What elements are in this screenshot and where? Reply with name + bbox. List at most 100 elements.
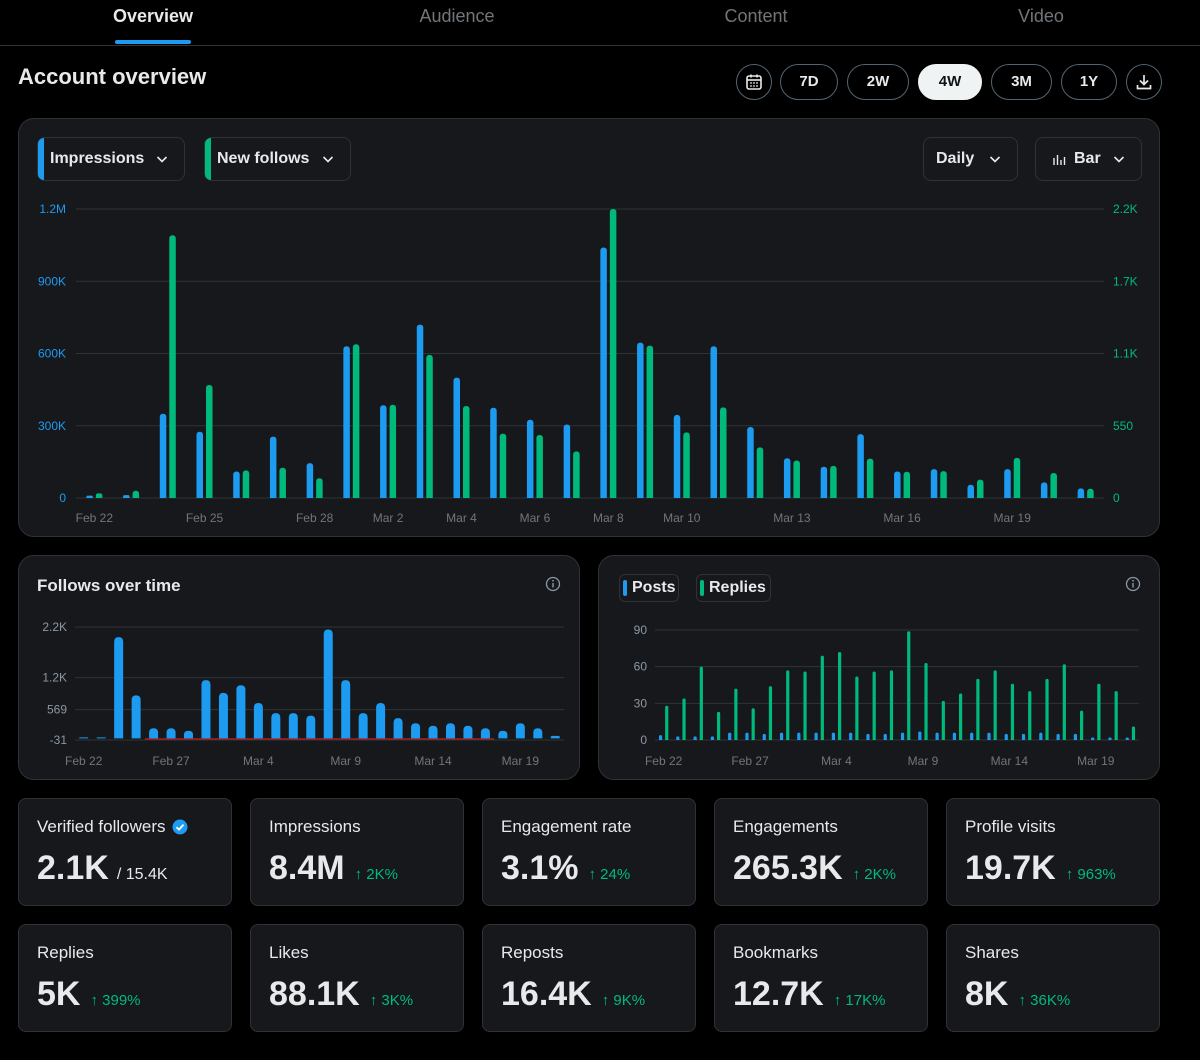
impressions-follows-chart: 0 300K 600K 900K 1.2M 0 550 1.1K 1.7K 2.2K Feb 22 F… (38, 202, 1138, 525)
interval-label: Daily (936, 150, 975, 167)
impressions-bar (453, 377, 460, 498)
chart-type-dropdown[interactable]: Bar (1035, 137, 1142, 181)
x-tick-label: Mar 19 (502, 754, 540, 768)
interval-dropdown[interactable]: Daily (923, 137, 1018, 181)
posts-bar (762, 733, 766, 740)
replies-bar (665, 705, 669, 740)
impressions-bar (1077, 488, 1085, 498)
follows-bar (184, 730, 194, 739)
follows-bar (201, 680, 211, 739)
metric-card-label: Verified followers (37, 817, 188, 837)
metric-card[interactable]: Shares 8K ↑ 36K% (946, 924, 1160, 1032)
metric-card[interactable]: Bookmarks 12.7K ↑ 17K% (714, 924, 928, 1032)
y-tick-label: 569 (47, 703, 67, 717)
tab-content[interactable]: Content (724, 6, 788, 26)
tab-audience[interactable]: Audience (419, 6, 495, 26)
posts-bar (728, 732, 732, 740)
x-tick-label: Mar 4 (243, 754, 274, 768)
metric-card-label: Profile visits (965, 817, 1056, 837)
impressions-bar (857, 434, 864, 498)
tab-video[interactable]: Video (1018, 6, 1064, 26)
calendar-button[interactable] (736, 64, 772, 100)
metric-card[interactable]: Profile visits 19.7K ↑ 963% (946, 798, 1160, 906)
metric-b-dropdown[interactable]: New follows (204, 137, 351, 181)
metric-card-value: 2.1K / 15.4K (37, 849, 168, 888)
posts-bar (814, 732, 818, 740)
follows-bar (389, 404, 397, 498)
x-tick-label: Mar 6 (520, 511, 551, 525)
metric-card-label-text: Replies (37, 943, 94, 962)
posts-bar (1125, 737, 1129, 740)
x-tick-label: Mar 10 (663, 511, 701, 525)
follows-bar (316, 478, 323, 498)
metric-card-value: 16.4K ↑ 9K% (501, 975, 645, 1014)
impressions-bar (380, 405, 387, 498)
posts-replies-chart: 0 30 60 90 Feb 22 Feb 27 Mar 4 Mar 9 Mar 14 Mar 1… (634, 623, 1139, 768)
metric-card[interactable]: Engagement rate 3.1% ↑ 24% (482, 798, 696, 906)
range-3m-button[interactable]: 3M (991, 64, 1052, 100)
impressions-bar (159, 413, 167, 498)
download-button[interactable] (1126, 64, 1162, 100)
follows-bar (1013, 457, 1021, 498)
posts-bar (1073, 733, 1077, 740)
y-right-tick-label: 550 (1113, 419, 1133, 433)
info-icon[interactable] (545, 576, 561, 592)
legend-replies[interactable]: Replies (696, 574, 771, 602)
follows-bar (271, 713, 281, 739)
follows-bar (306, 715, 316, 739)
metric-card-value: 19.7K ↑ 963% (965, 849, 1116, 888)
legend-posts[interactable]: Posts (619, 574, 679, 602)
range-4w-button[interactable]: 4W (918, 64, 982, 100)
replies-bar (682, 698, 686, 740)
metric-card-value-text: 8.4M (269, 849, 345, 887)
chevron-down-icon (322, 156, 334, 163)
metric-card[interactable]: Reposts 16.4K ↑ 9K% (482, 924, 696, 1032)
metric-card-change: ↑ 399% (90, 992, 141, 1009)
metric-card-label-text: Likes (269, 943, 309, 962)
metric-card-value-text: 8K (965, 975, 1009, 1013)
replies-bar (872, 671, 876, 740)
tab-overview[interactable]: Overview (112, 6, 194, 26)
range-1y-button[interactable]: 1Y (1061, 64, 1117, 100)
impressions-bar (123, 495, 130, 498)
metric-card-label: Reposts (501, 943, 563, 963)
metric-card-label: Bookmarks (733, 943, 818, 963)
impressions-bar (930, 469, 938, 498)
metric-a-color (38, 138, 44, 180)
posts-bar (987, 732, 991, 740)
metric-card[interactable]: Verified followers 2.1K / 15.4K (18, 798, 232, 906)
metric-b-color (205, 138, 211, 180)
follows-bar (445, 723, 455, 739)
posts-bar (1039, 732, 1043, 740)
metric-a-label: Impressions (50, 150, 145, 167)
x-tick-label: Mar 14 (991, 754, 1029, 768)
follows-bar (352, 344, 360, 498)
main-chart-panel: Impressions New follows Daily Bar 0 300K 6… (18, 118, 1160, 537)
impressions-bar (490, 407, 497, 498)
metric-a-dropdown[interactable]: Impressions (37, 137, 185, 181)
metric-card-label-text: Verified followers (37, 817, 166, 836)
replies-bar (976, 678, 980, 740)
range-7d-button[interactable]: 7D (780, 64, 838, 100)
metric-card[interactable]: Replies 5K ↑ 399% (18, 924, 232, 1032)
info-icon[interactable] (1125, 576, 1141, 592)
metric-card-label-text: Reposts (501, 943, 564, 962)
chevron-down-icon (156, 156, 168, 163)
metric-card[interactable]: Likes 88.1K ↑ 3K% (250, 924, 464, 1032)
page-title: Account overview (18, 64, 207, 89)
range-2w-button[interactable]: 2W (847, 64, 909, 100)
follows-bar (480, 728, 490, 739)
x-tick-label: Feb 22 (645, 754, 683, 768)
posts-bar (1091, 737, 1095, 740)
impressions-bar (637, 342, 644, 498)
posts-bar (1021, 733, 1026, 740)
posts-bar (918, 731, 922, 740)
posts-bar (1108, 737, 1112, 740)
follows-bar (866, 458, 874, 498)
impressions-bar (1004, 469, 1011, 498)
metric-card[interactable]: Impressions 8.4M ↑ 2K% (250, 798, 464, 906)
follows-bar (426, 354, 433, 498)
metric-card[interactable]: Engagements 265.3K ↑ 2K% (714, 798, 928, 906)
replies-bar (838, 652, 842, 740)
follows-bar (428, 725, 438, 739)
